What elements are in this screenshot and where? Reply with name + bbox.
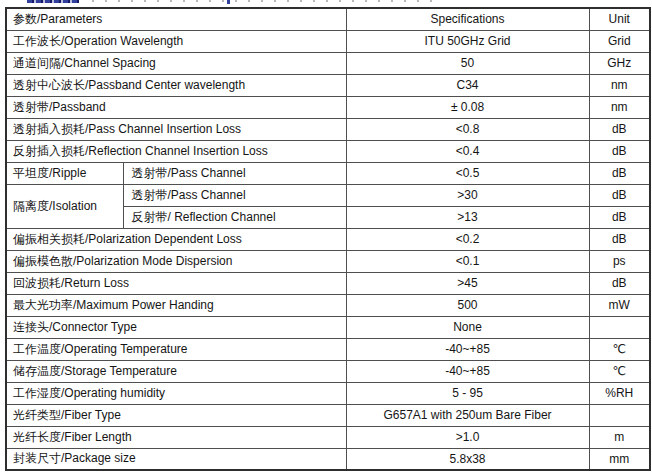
datasheet-page: { "table": { "headers": { "param": "参数/P… [0,0,652,475]
header-parameters: 参数/Parameters [6,8,346,30]
unit-cell: ℃ [589,338,650,360]
table-row: 反射插入损耗/Reflection Channel Insertion Loss… [6,140,650,162]
table-row: 光纤长度/Fiber Length >1.0 m [6,426,650,448]
table-row: 工作温度/Operating Temperature -40~+85 ℃ [6,338,650,360]
table-row: 连接头/Connector Type None [6,316,650,338]
spec-cell: <0.4 [346,140,589,162]
spec-cell: >13 [346,206,589,228]
table-row: 透射中心波长/Passband Center wavelength C34 nm [6,74,650,96]
param-cell: 光纤长度/Fiber Length [6,426,346,448]
clipped-heading-fragment [92,0,442,2]
table-row-ripple: 平坦度/Ripple 透射带/Pass Channel <0.5 dB [6,162,650,184]
clipped-heading-fragment [227,0,230,4]
unit-cell: ℃ [589,360,650,382]
spec-cell: <0.1 [346,250,589,272]
spec-cell: >30 [346,184,589,206]
spec-cell: C34 [346,74,589,96]
param-cell: 透射插入损耗/Pass Channel Insertion Loss [6,118,346,140]
table-row: 回波损耗/Return Loss >45 dB [6,272,650,294]
param-cell: 储存温度/Storage Temperature [6,360,346,382]
sub-param-cell: 透射带/Pass Channel [123,184,346,206]
spec-cell: G657A1 with 250um Bare Fiber [346,404,589,426]
clipped-heading-fragment [27,0,79,3]
param-cell: 透射中心波长/Passband Center wavelength [6,74,346,96]
unit-cell: dB [589,228,650,250]
spec-cell: ITU 50GHz Grid [346,30,589,52]
unit-cell: m [589,426,650,448]
spec-cell: 500 [346,294,589,316]
table-row: 封装尺寸/Package size 5.8x38 mm [6,448,650,470]
param-cell: 连接头/Connector Type [6,316,346,338]
unit-cell: nm [589,96,650,118]
param-cell: 光纤类型/Fiber Type [6,404,346,426]
param-cell: 偏振相关损耗/Polarization Dependent Loss [6,228,346,250]
param-cell: 隔离度/Isolation [6,184,123,228]
table-row: 工作湿度/Operating humidity 5 - 95 %RH [6,382,650,404]
table-row: 偏振相关损耗/Polarization Dependent Loss <0.2 … [6,228,650,250]
table-row: 光纤类型/Fiber Type G657A1 with 250um Bare F… [6,404,650,426]
table-header-row: 参数/Parameters Specifications Unit [6,8,650,30]
sub-param-cell: 反射带/ Reflection Channel [123,206,346,228]
table-row: 最大光功率/Maximum Power Handing 500 mW [6,294,650,316]
param-cell: 工作波长/Operation Wavelength [6,30,346,52]
param-cell: 工作温度/Operating Temperature [6,338,346,360]
unit-cell: Grid [589,30,650,52]
table-row: 通道间隔/Channel Spacing 50 GHz [6,52,650,74]
param-cell: 通道间隔/Channel Spacing [6,52,346,74]
table-row: 偏振模色散/Polarization Mode Dispersion <0.1 … [6,250,650,272]
unit-cell: dB [589,272,650,294]
unit-cell: dB [589,206,650,228]
spec-cell: 5 - 95 [346,382,589,404]
spec-cell: None [346,316,589,338]
spec-cell: ± 0.08 [346,96,589,118]
unit-cell: mm [589,448,650,470]
spec-cell: <0.8 [346,118,589,140]
param-cell: 透射带/Passband [6,96,346,118]
spec-cell: 50 [346,52,589,74]
unit-cell: dB [589,162,650,184]
unit-cell: dB [589,140,650,162]
spec-cell: >1.0 [346,426,589,448]
spec-cell: <0.2 [346,228,589,250]
table-row: 透射插入损耗/Pass Channel Insertion Loss <0.8 … [6,118,650,140]
param-cell: 偏振模色散/Polarization Mode Dispersion [6,250,346,272]
unit-cell [589,316,650,338]
unit-cell [589,404,650,426]
unit-cell: ps [589,250,650,272]
spec-cell: -40~+85 [346,360,589,382]
table-row: 工作波长/Operation Wavelength ITU 50GHz Grid… [6,30,650,52]
spec-cell: -40~+85 [346,338,589,360]
table-row: 透射带/Passband ± 0.08 nm [6,96,650,118]
specifications-table: 参数/Parameters Specifications Unit 工作波长/O… [5,7,651,471]
param-cell: 平坦度/Ripple [6,162,123,184]
param-cell: 反射插入损耗/Reflection Channel Insertion Loss [6,140,346,162]
unit-cell: mW [589,294,650,316]
table-row: 储存温度/Storage Temperature -40~+85 ℃ [6,360,650,382]
unit-cell: %RH [589,382,650,404]
spec-cell: 5.8x38 [346,448,589,470]
header-specifications: Specifications [346,8,589,30]
unit-cell: nm [589,74,650,96]
table-row-isolation-pass: 隔离度/Isolation 透射带/Pass Channel >30 dB [6,184,650,206]
unit-cell: dB [589,118,650,140]
param-cell: 封装尺寸/Package size [6,448,346,470]
param-cell: 最大光功率/Maximum Power Handing [6,294,346,316]
sub-param-cell: 透射带/Pass Channel [123,162,346,184]
spec-cell: <0.5 [346,162,589,184]
unit-cell: GHz [589,52,650,74]
spec-cell: >45 [346,272,589,294]
param-cell: 工作湿度/Operating humidity [6,382,346,404]
header-unit: Unit [589,8,650,30]
unit-cell: dB [589,184,650,206]
param-cell: 回波损耗/Return Loss [6,272,346,294]
